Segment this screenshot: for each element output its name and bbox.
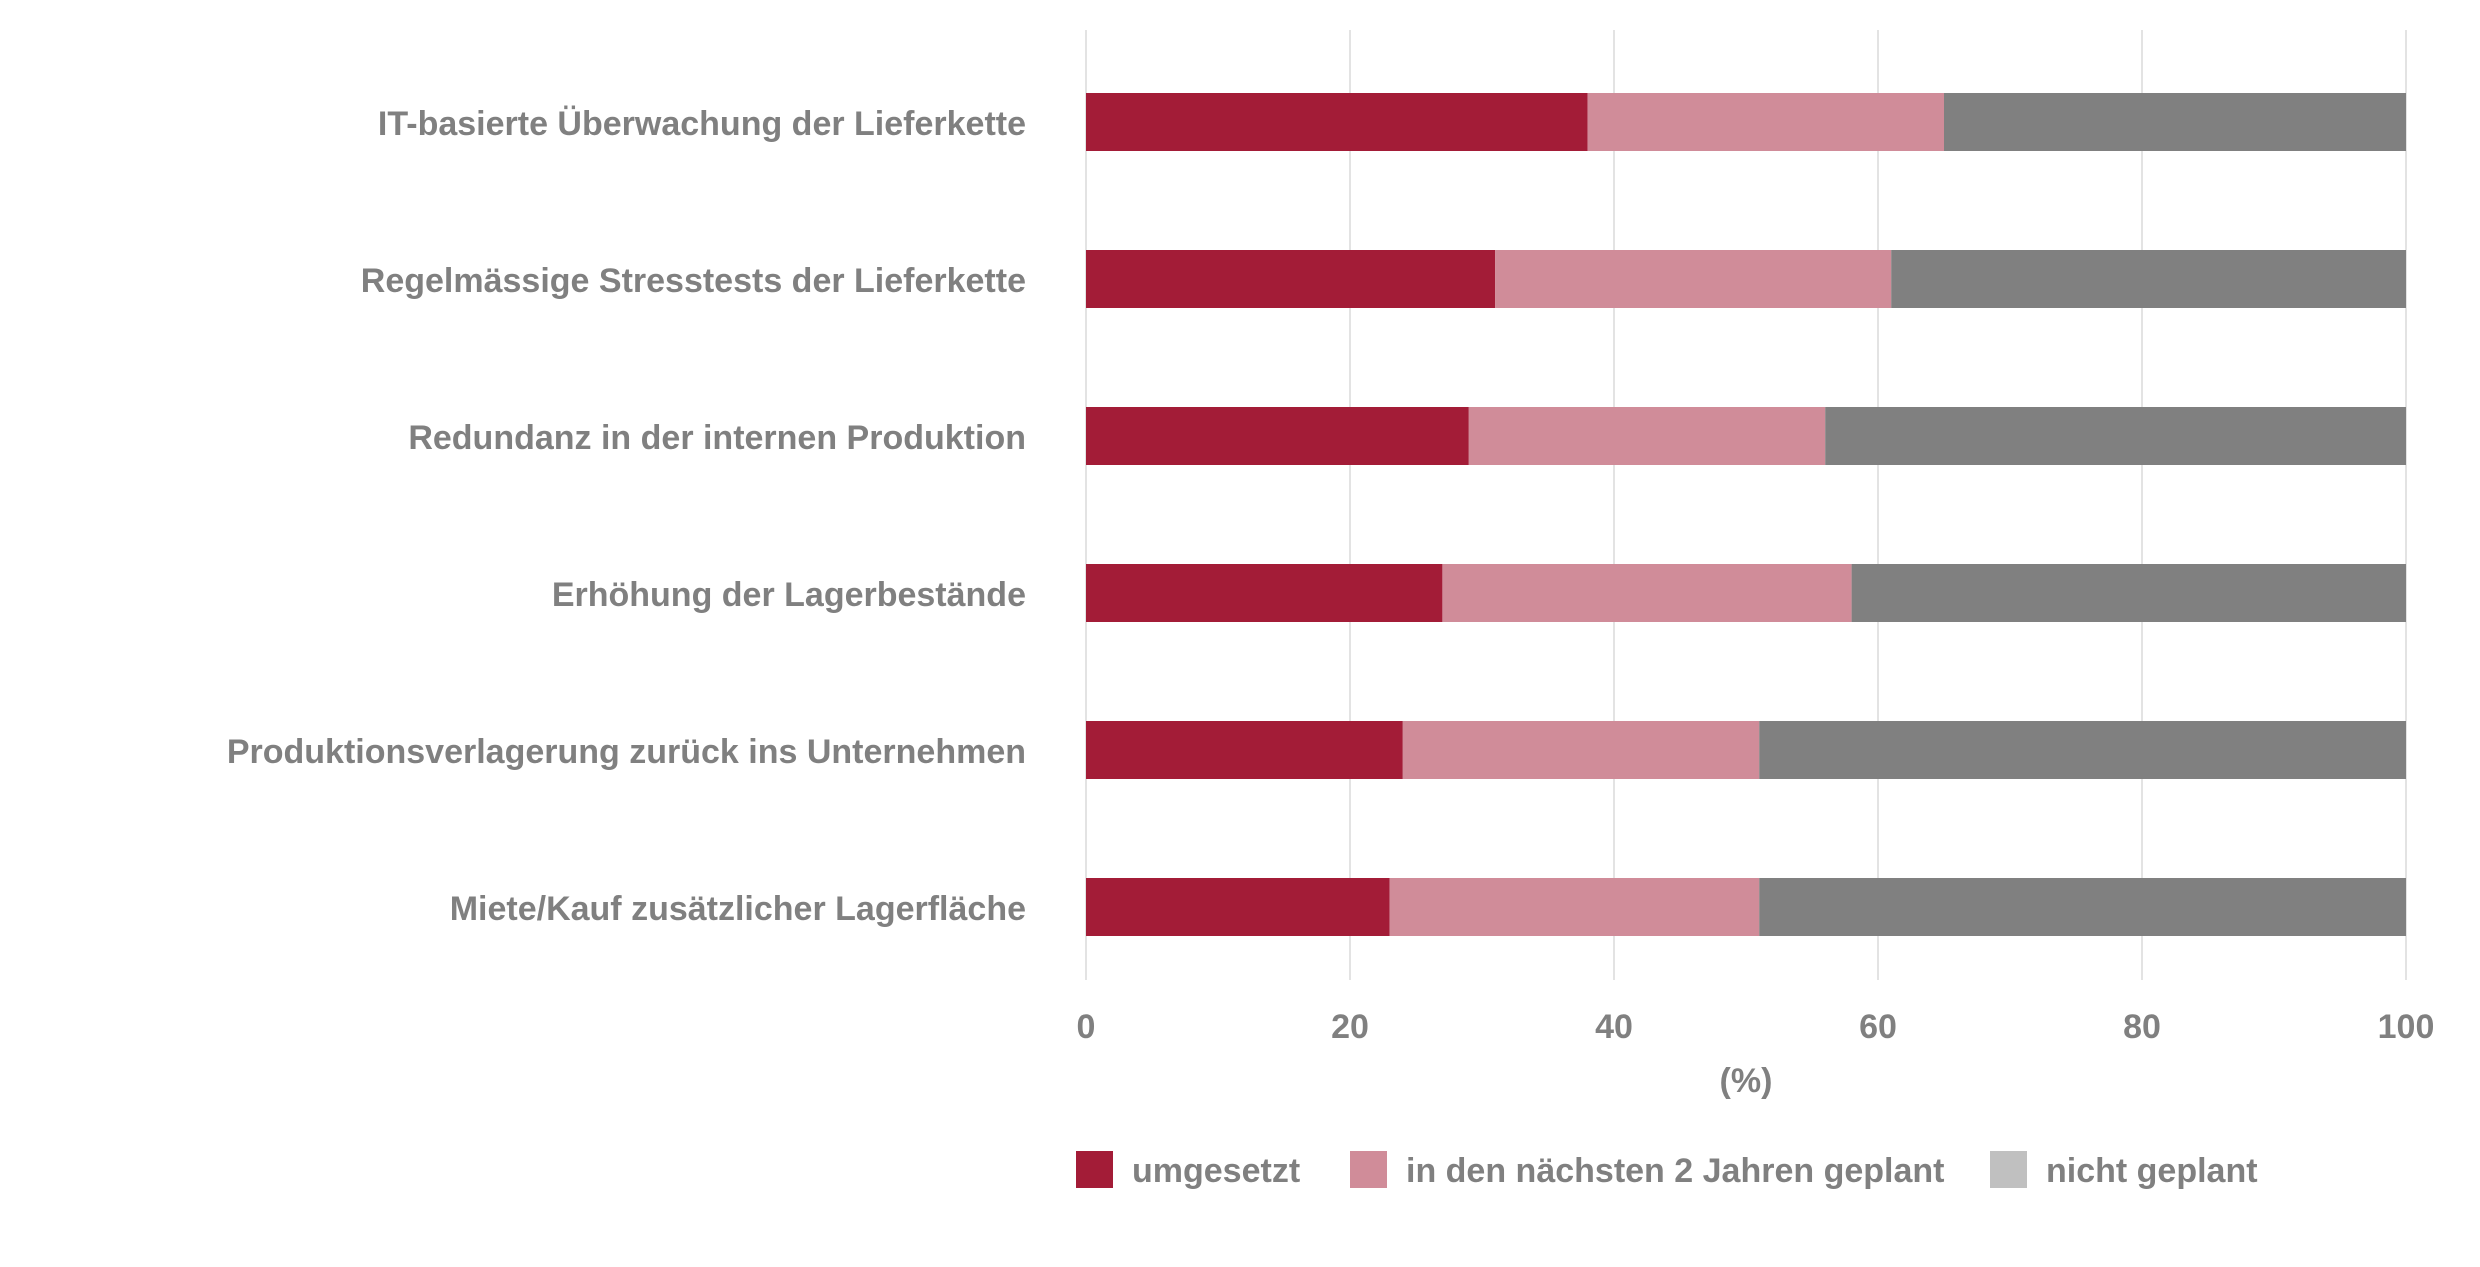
bar-2-series-3 [1891,250,2406,308]
bar-3-series-3 [1825,407,2406,465]
bar-5-series-1 [1086,721,1403,779]
bar-2-series-2 [1495,250,1892,308]
bar-6-series-1 [1086,878,1390,936]
x-axis-title: (%) [1720,1062,1773,1100]
x-tick-label: 100 [2378,1008,2435,1046]
legend-swatch-1 [1076,1151,1113,1188]
category-label: Regelmässige Stresstests der Lieferkette [361,262,1026,300]
bar-4-series-1 [1086,564,1443,622]
bar-6-series-2 [1389,878,1760,936]
bar-1-series-1 [1086,93,1588,151]
bar-5-series-3 [1759,721,2406,779]
legend-swatch-3 [1990,1151,2027,1188]
legend-label-3: nicht geplant [2046,1152,2258,1190]
bar-4-series-2 [1442,564,1852,622]
legend-label-2: in den nächsten 2 Jahren geplant [1406,1152,1944,1190]
x-tick-label: 20 [1331,1008,1369,1046]
legend-swatch-2 [1350,1151,1387,1188]
bar-1-series-2 [1587,93,1944,151]
category-label: Redundanz in der internen Produktion [408,419,1026,457]
x-tick-label: 40 [1595,1008,1633,1046]
category-label: Produktionsverlagerung zurück ins Untern… [227,733,1026,771]
bar-3-series-1 [1086,407,1469,465]
legend-label-1: umgesetzt [1132,1152,1300,1190]
bar-1-series-3 [1944,93,2406,151]
bar-6-series-3 [1759,878,2406,936]
category-label: Erhöhung der Lagerbestände [552,576,1026,614]
x-tick-label: 60 [1859,1008,1897,1046]
x-tick-label: 0 [1077,1008,1096,1046]
bar-4-series-3 [1851,564,2406,622]
bar-3-series-2 [1468,407,1826,465]
bar-5-series-2 [1402,721,1760,779]
x-tick-label: 80 [2123,1008,2161,1046]
category-label: IT-basierte Überwachung der Lieferkette [378,105,1026,143]
bar-2-series-1 [1086,250,1496,308]
category-label: Miete/Kauf zusätzlicher Lagerfläche [450,890,1026,928]
